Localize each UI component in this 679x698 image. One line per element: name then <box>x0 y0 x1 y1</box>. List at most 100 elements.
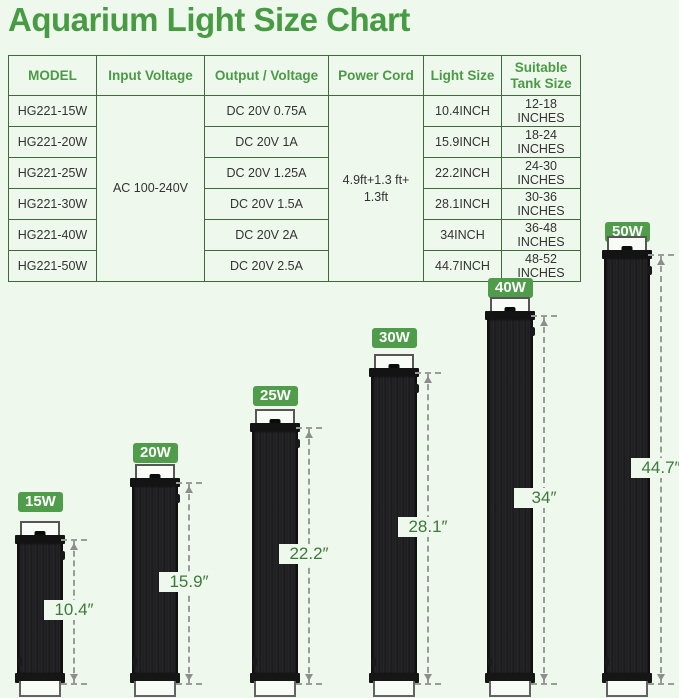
table-row: HG221-30W DC 20V 1.5A 28.1INCH 30-36 INC… <box>8 188 581 220</box>
fixture-knob <box>504 307 516 313</box>
fixture-knob <box>149 474 161 480</box>
dimension-cap-bottom <box>531 683 557 685</box>
model-cell: HG221-40W <box>8 219 97 251</box>
tank-clip-icon <box>253 657 257 666</box>
tank-size-cell: 48-52 INCHES <box>501 250 581 282</box>
model-cell: HG221-50W <box>8 250 97 282</box>
fixture-top-cap <box>602 250 652 259</box>
mounting-bracket-bottom <box>606 681 648 697</box>
fixture-top-cap <box>369 368 419 377</box>
mounting-bracket-top <box>20 521 60 539</box>
light-size-cell: 34INCH <box>423 219 502 251</box>
tank-clip-icon <box>18 657 22 666</box>
tank-size-cell: 24-30 INCHES <box>501 157 581 189</box>
dimension-cap-bottom <box>176 683 202 685</box>
model-cell: HG221-15W <box>8 95 97 127</box>
tank-size-cell: 36-48 INCHES <box>501 219 581 251</box>
power-cord-cell: 4.9ft+1.3 ft+ 1.3ft <box>328 95 424 282</box>
fixture-top-cap <box>130 478 180 487</box>
light-size-cell: 15.9INCH <box>423 126 502 158</box>
col-header-light-size: Light Size <box>423 55 502 96</box>
table-header-row: MODEL Input Voltage Output / Voltage Pow… <box>8 55 581 96</box>
light-size-cell: 44.7INCH <box>423 250 502 282</box>
col-header-tank-size: Suitable Tank Size <box>501 55 581 96</box>
fixture-top-cap <box>250 423 300 432</box>
table-row: HG221-20W DC 20V 1A 15.9INCH 18-24 INCHE… <box>8 126 581 158</box>
table-row: HG221-40W DC 20V 2A 34INCH 36-48 INCHES <box>8 219 581 251</box>
tank-clip-icon <box>133 657 137 666</box>
mounting-bracket-bottom <box>489 681 531 697</box>
table-row: HG221-15W AC 100-240V DC 20V 0.75A 4.9ft… <box>8 95 581 282</box>
mounting-bracket-top <box>135 464 175 482</box>
light-size-cell: 22.2INCH <box>423 157 502 189</box>
tank-size-cell: 12-18 INCHES <box>501 95 581 127</box>
fixture-bottom-cap <box>15 673 65 683</box>
arrow-up-icon <box>70 543 78 550</box>
fixture-top-cap <box>485 311 535 320</box>
output-cell: DC 20V 0.75A <box>204 95 329 127</box>
table-row: HG221-25W DC 20V 1.25A 22.2INCH 24-30 IN… <box>8 157 581 189</box>
arrow-down-icon <box>70 674 78 681</box>
tank-clip-icon <box>296 439 300 448</box>
model-cell: HG221-25W <box>8 157 97 189</box>
output-cell: DC 20V 1A <box>204 126 329 158</box>
wattage-badge-15w: 15W <box>18 492 63 512</box>
dimension-cap-top <box>531 315 557 317</box>
tank-clip-icon <box>176 494 180 503</box>
light-fixture-40w <box>485 297 535 697</box>
fixture-knob <box>269 419 281 425</box>
fixture-bottom-cap <box>485 673 535 683</box>
wattage-badge-40w: 40W <box>488 278 533 298</box>
dimension-cap-bottom <box>648 683 674 685</box>
output-cell: DC 20V 2.5A <box>204 250 329 282</box>
arrow-up-icon <box>305 431 313 438</box>
arrow-up-icon <box>424 376 432 383</box>
col-header-output-voltage: Output / Voltage <box>204 55 329 96</box>
length-label: 15.9″ <box>159 572 219 592</box>
col-header-power-cord: Power Cord <box>328 55 424 96</box>
col-header-input-voltage: Input Voltage <box>96 55 205 96</box>
length-label: 44.7″ <box>631 458 679 478</box>
mounting-bracket-bottom <box>254 681 296 697</box>
mounting-bracket-top <box>255 409 295 427</box>
arrow-up-icon <box>657 258 665 265</box>
output-cell: DC 20V 1.25A <box>204 157 329 189</box>
page-title: Aquarium Light Size Chart <box>8 1 410 38</box>
fixture-knob <box>388 364 400 370</box>
spec-table: MODEL Input Voltage Output / Voltage Pow… <box>8 55 581 282</box>
tank-clip-icon <box>415 384 419 393</box>
length-label: 34″ <box>514 488 574 508</box>
output-cell: DC 20V 1.5A <box>204 188 329 220</box>
tank-clip-icon <box>488 657 492 666</box>
tank-clip-icon <box>372 657 376 666</box>
model-cell: HG221-30W <box>8 188 97 220</box>
wattage-badge-20w: 20W <box>133 443 178 463</box>
fixture-bottom-cap <box>130 673 180 683</box>
light-size-cell: 28.1INCH <box>423 188 502 220</box>
length-label: 28.1″ <box>398 517 458 537</box>
arrow-down-icon <box>424 674 432 681</box>
wattage-badge-30w: 30W <box>372 328 417 348</box>
table-row: HG221-50W DC 20V 2.5A 44.7INCH 48-52 INC… <box>8 250 581 282</box>
tank-clip-icon <box>648 266 652 275</box>
dimension-cap-top <box>176 482 202 484</box>
dimension-cap-top <box>415 372 441 374</box>
dimension-cap-top <box>296 427 322 429</box>
arrow-down-icon <box>657 674 665 681</box>
input-voltage-cell: AC 100-240V <box>96 95 205 282</box>
mounting-bracket-top <box>607 236 647 254</box>
fixture-top-cap <box>15 535 65 544</box>
model-cell: HG221-20W <box>8 126 97 158</box>
mounting-bracket-bottom <box>134 681 176 697</box>
light-fixture-50w <box>602 236 652 697</box>
dimension-cap-bottom <box>61 683 87 685</box>
tank-size-cell: 18-24 INCHES <box>501 126 581 158</box>
fixture-bottom-cap <box>250 673 300 683</box>
tank-size-cell: 30-36 INCHES <box>501 188 581 220</box>
output-cell: DC 20V 2A <box>204 219 329 251</box>
dimension-cap-top <box>648 254 674 256</box>
dimension-cap-bottom <box>296 683 322 685</box>
mounting-bracket-bottom <box>19 681 61 697</box>
arrow-down-icon <box>540 674 548 681</box>
